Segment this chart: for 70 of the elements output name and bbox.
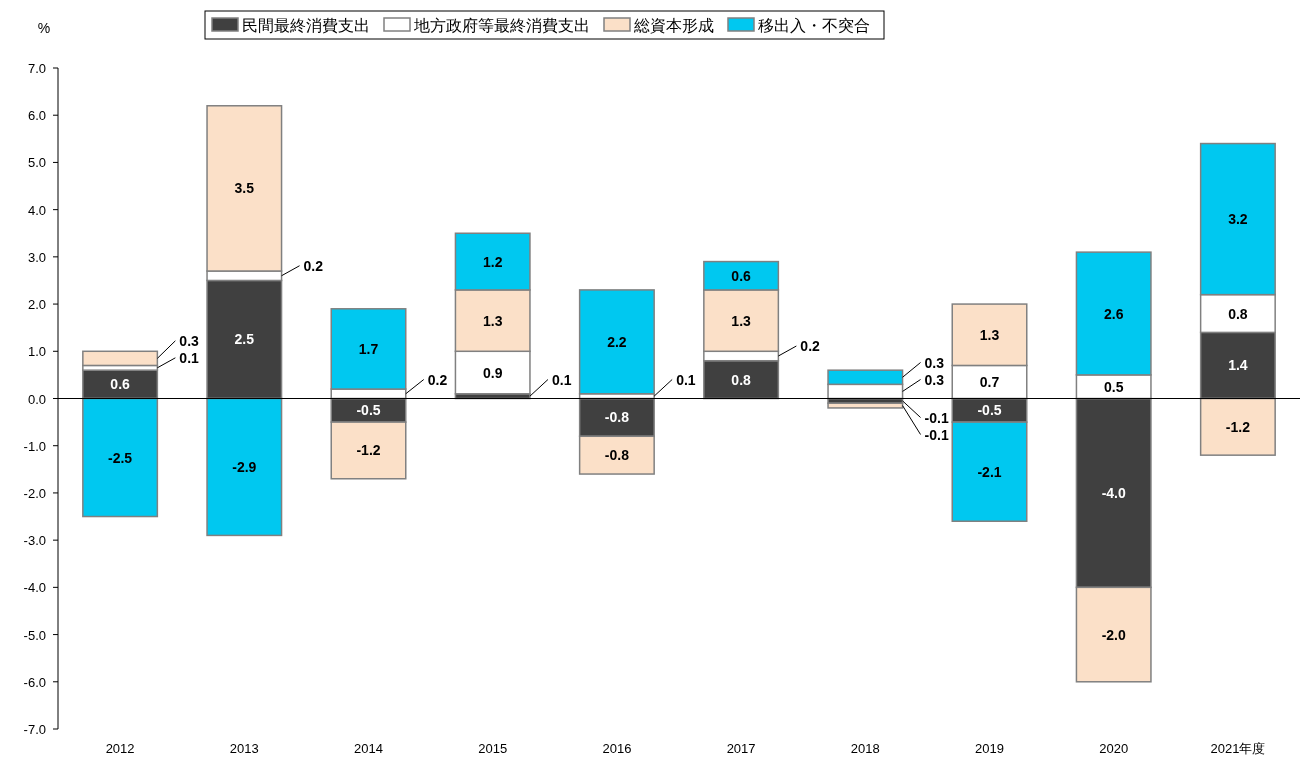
data-label: 0.7 <box>979 373 1000 390</box>
y-tick-label: -7.0 <box>23 722 46 737</box>
data-label: 0.3 <box>179 332 200 349</box>
data-label: -1.2 <box>1225 418 1251 435</box>
data-label: 1.3 <box>979 326 1000 343</box>
x-tick-label: 2015 <box>478 741 508 756</box>
x-tick-label: 2016 <box>602 741 632 756</box>
y-tick-label: 3.0 <box>27 249 46 265</box>
legend-label: 民間最終消費支出 <box>242 17 370 34</box>
data-label: 0.8 <box>731 371 752 388</box>
legend-label: 総資本形成 <box>633 17 714 34</box>
y-tick-label: 0.0 <box>27 391 46 407</box>
x-tick-label: 2018 <box>850 741 880 756</box>
data-label: -4.0 <box>1101 484 1126 501</box>
data-label: -0.8 <box>604 447 630 464</box>
data-label: -0.8 <box>604 409 630 426</box>
data-label: 0.1 <box>179 349 200 366</box>
y-tick-label: -3.0 <box>23 533 46 549</box>
data-label: 0.2 <box>303 257 324 274</box>
data-label: -2.5 <box>108 449 133 466</box>
data-label: 0.3 <box>924 354 945 371</box>
data-label: 0.8 <box>1228 305 1248 322</box>
data-label: 1.7 <box>358 340 379 357</box>
y-tick-label: 2.0 <box>27 297 46 313</box>
y-tick-label: 6.0 <box>27 108 46 124</box>
data-label: -1.2 <box>356 442 381 459</box>
legend-label: 移出入・不突合 <box>758 17 870 34</box>
data-label: -2.9 <box>232 458 257 475</box>
data-label: 2.6 <box>1103 305 1124 322</box>
x-tick-label: 2020 <box>1099 741 1129 756</box>
data-label: 0.2 <box>800 338 821 355</box>
data-label: 0.6 <box>731 267 752 284</box>
data-label: 3.2 <box>1228 211 1248 228</box>
data-label: -2.1 <box>977 463 1002 480</box>
y-tick-label: -5.0 <box>23 627 46 643</box>
data-label: -0.1 <box>924 426 949 443</box>
y-tick-label: -2.0 <box>23 485 46 501</box>
data-label: 0.9 <box>482 364 503 381</box>
x-tick-label: 2021年度 <box>1210 741 1266 756</box>
legend-label: 地方政府等最終消費支出 <box>413 17 590 34</box>
y-tick-label: 5.0 <box>27 155 46 171</box>
data-label: 1.4 <box>1228 357 1248 374</box>
data-label: -0.5 <box>356 402 381 419</box>
x-tick-label: 2012 <box>105 741 135 756</box>
data-label: -2.0 <box>1101 626 1126 643</box>
x-tick-label: 2014 <box>354 741 383 756</box>
data-label: 0.6 <box>110 376 131 393</box>
x-tick-label: 2013 <box>229 741 259 756</box>
data-label: -0.1 <box>924 409 949 426</box>
data-label: 2.5 <box>234 331 255 348</box>
x-tick-label: 2017 <box>726 741 756 756</box>
x-tick-label: 2019 <box>975 741 1004 756</box>
data-label: 1.3 <box>731 312 752 329</box>
data-label: 0.1 <box>676 371 696 388</box>
data-label: 0.1 <box>551 371 572 388</box>
y-tick-label: 7.0 <box>27 61 46 76</box>
data-label: 0.5 <box>1103 378 1124 395</box>
data-label: -0.5 <box>977 402 1002 419</box>
y-tick-label: 1.0 <box>27 344 46 360</box>
data-label: 1.3 <box>482 312 503 329</box>
y-tick-label: 4.0 <box>27 202 46 218</box>
data-label: 3.5 <box>234 180 255 197</box>
y-tick-label: -1.0 <box>23 438 46 454</box>
y-axis-title: % <box>37 20 51 36</box>
y-tick-label: -6.0 <box>23 674 46 690</box>
data-label: 1.2 <box>482 253 503 270</box>
data-label: 0.3 <box>924 371 945 388</box>
y-tick-label: -4.0 <box>23 580 46 596</box>
data-label: 0.2 <box>427 371 448 388</box>
data-label: 2.2 <box>607 333 627 350</box>
